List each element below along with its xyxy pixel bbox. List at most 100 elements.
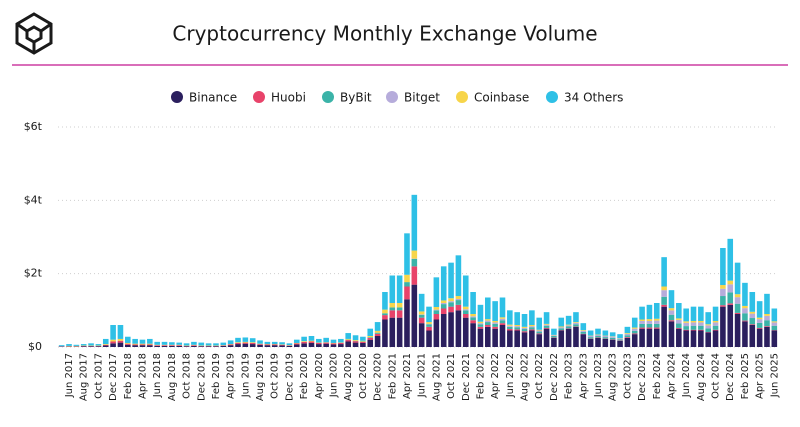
bar-segment [558, 328, 565, 331]
bar-segment [198, 342, 205, 346]
x-tick-label: Jun 2021 [417, 353, 428, 398]
bar-segment [404, 282, 410, 287]
x-tick-label: Aug 2023 [608, 353, 619, 401]
bar-segment [529, 329, 535, 331]
bar-segment [661, 286, 667, 291]
bar-segment [705, 312, 711, 325]
bar-segment [271, 341, 278, 345]
bar-segment [653, 327, 660, 329]
bar-segment [514, 325, 520, 327]
bar-segment [551, 336, 557, 338]
bar-segment [227, 340, 234, 345]
bar-segment [308, 336, 315, 341]
x-tick-label: Aug 2022 [520, 353, 531, 401]
bar-segment [646, 320, 653, 324]
bar-segment [418, 311, 425, 315]
bar-segment [102, 338, 109, 345]
bar-segment [205, 343, 212, 346]
bar-segment [117, 342, 124, 347]
x-tick-label: Feb 2021 [387, 353, 398, 399]
bar-segment [257, 344, 263, 345]
bar-segment [117, 338, 124, 341]
bar-segment [720, 296, 726, 306]
bar-segment [139, 343, 146, 345]
bar-segment [742, 305, 748, 309]
bar-segment [676, 328, 682, 347]
bar-segment [352, 341, 359, 343]
bar-segment [631, 327, 638, 329]
bar-segment [426, 330, 432, 347]
bar-segment [382, 309, 388, 314]
bar-segment [499, 325, 506, 347]
bar-segment [749, 318, 756, 325]
bar-segment [58, 345, 65, 347]
x-tick-label: Aug 2024 [696, 353, 707, 401]
x-tick-label: Dec 2023 [637, 353, 648, 401]
bar-segment [396, 307, 403, 311]
bar-segment [573, 324, 579, 327]
bar-segment [499, 318, 506, 321]
bar-segment [411, 266, 418, 285]
bar-segment [543, 327, 550, 329]
bar-segment [639, 306, 645, 320]
bar-segment [624, 335, 631, 338]
bar-segment [749, 325, 756, 347]
bar-segment [764, 320, 770, 327]
bar-segment [95, 346, 102, 347]
bar-segment [529, 326, 535, 328]
bar-segment [418, 317, 425, 324]
bar-segment [154, 345, 160, 347]
bar-segment [764, 326, 770, 327]
bar-segment [367, 337, 374, 338]
bar-segment [631, 317, 638, 328]
bar-segment [771, 308, 778, 322]
bar-segment [558, 317, 565, 327]
bar-segment [440, 308, 447, 314]
bar-segment [80, 344, 87, 346]
bar-segment [602, 330, 609, 336]
bar-segment [653, 323, 660, 328]
bar-segment [110, 341, 116, 344]
bar-segment [764, 293, 770, 314]
bar-segment [595, 334, 601, 336]
bar-segment [389, 275, 396, 303]
bar-segment [102, 344, 109, 345]
bar-segment [705, 324, 711, 326]
bar-segment [646, 328, 653, 347]
bar-segment [242, 337, 249, 342]
bar-segment [345, 341, 351, 347]
bar-segment [147, 338, 153, 344]
bar-segment [771, 322, 778, 326]
bar-segment [587, 337, 594, 339]
bar-segment [756, 317, 763, 320]
bar-segment [161, 345, 168, 347]
bar-segment [485, 319, 491, 321]
bar-segment [558, 330, 565, 347]
bar-segment [609, 332, 616, 337]
x-tick-label: Apr 2024 [666, 353, 677, 399]
bar-segment [653, 320, 660, 324]
bar-segment [683, 329, 689, 331]
bar-segment [507, 329, 513, 331]
bar-segment [411, 284, 418, 347]
bar-segment [440, 300, 447, 303]
bar-segment [147, 343, 153, 345]
bar-segment [609, 339, 616, 347]
logo [15, 12, 53, 55]
y-tick-label: $4t [24, 193, 43, 206]
bar-segment [653, 318, 660, 321]
bar-segment [749, 292, 756, 312]
bar-segment [551, 335, 557, 336]
bar-segment [367, 336, 374, 338]
bar-segment [661, 296, 667, 305]
x-tick-label: Apr 2025 [755, 353, 766, 399]
bar-segment [88, 343, 94, 346]
bar-segment [242, 342, 249, 344]
bar-segment [264, 345, 271, 347]
bar-segment [176, 345, 183, 347]
x-tick-label: Oct 2018 [182, 353, 193, 399]
bar-segment [734, 297, 741, 304]
x-tick-label: Dec 2019 [284, 353, 295, 401]
bar-segment [499, 320, 506, 324]
bar-segment [536, 331, 543, 334]
